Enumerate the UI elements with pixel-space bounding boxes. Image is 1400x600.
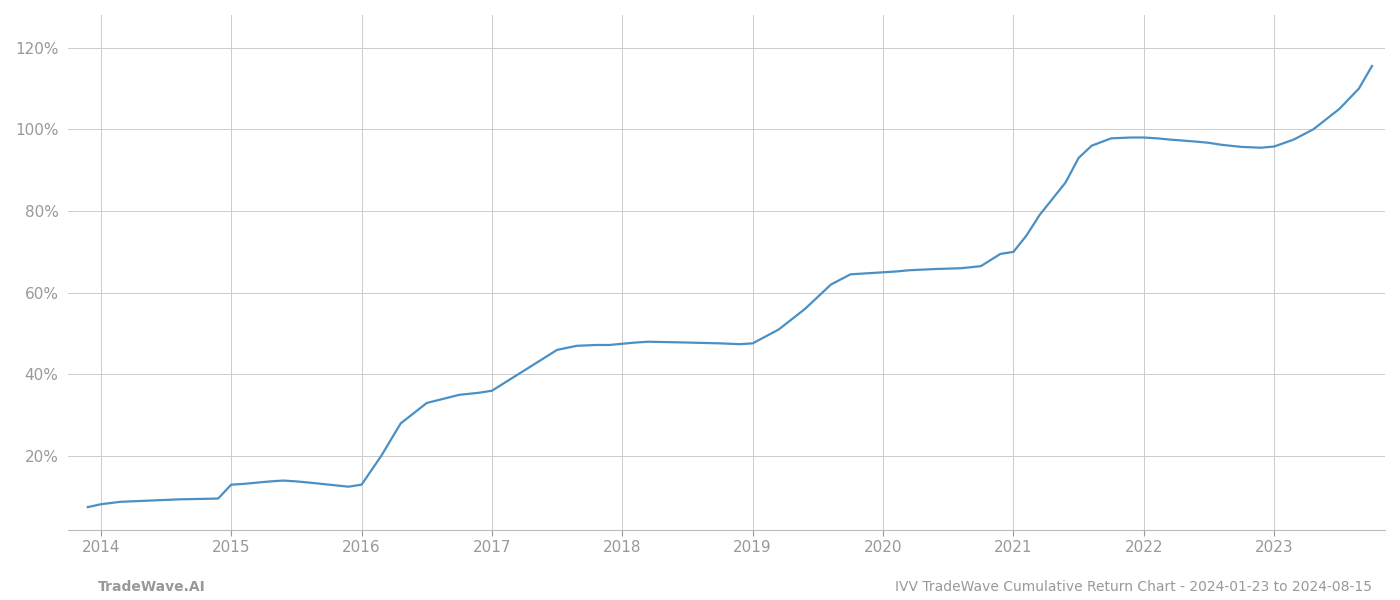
Text: IVV TradeWave Cumulative Return Chart - 2024-01-23 to 2024-08-15: IVV TradeWave Cumulative Return Chart - … [895, 580, 1372, 594]
Text: TradeWave.AI: TradeWave.AI [98, 580, 206, 594]
